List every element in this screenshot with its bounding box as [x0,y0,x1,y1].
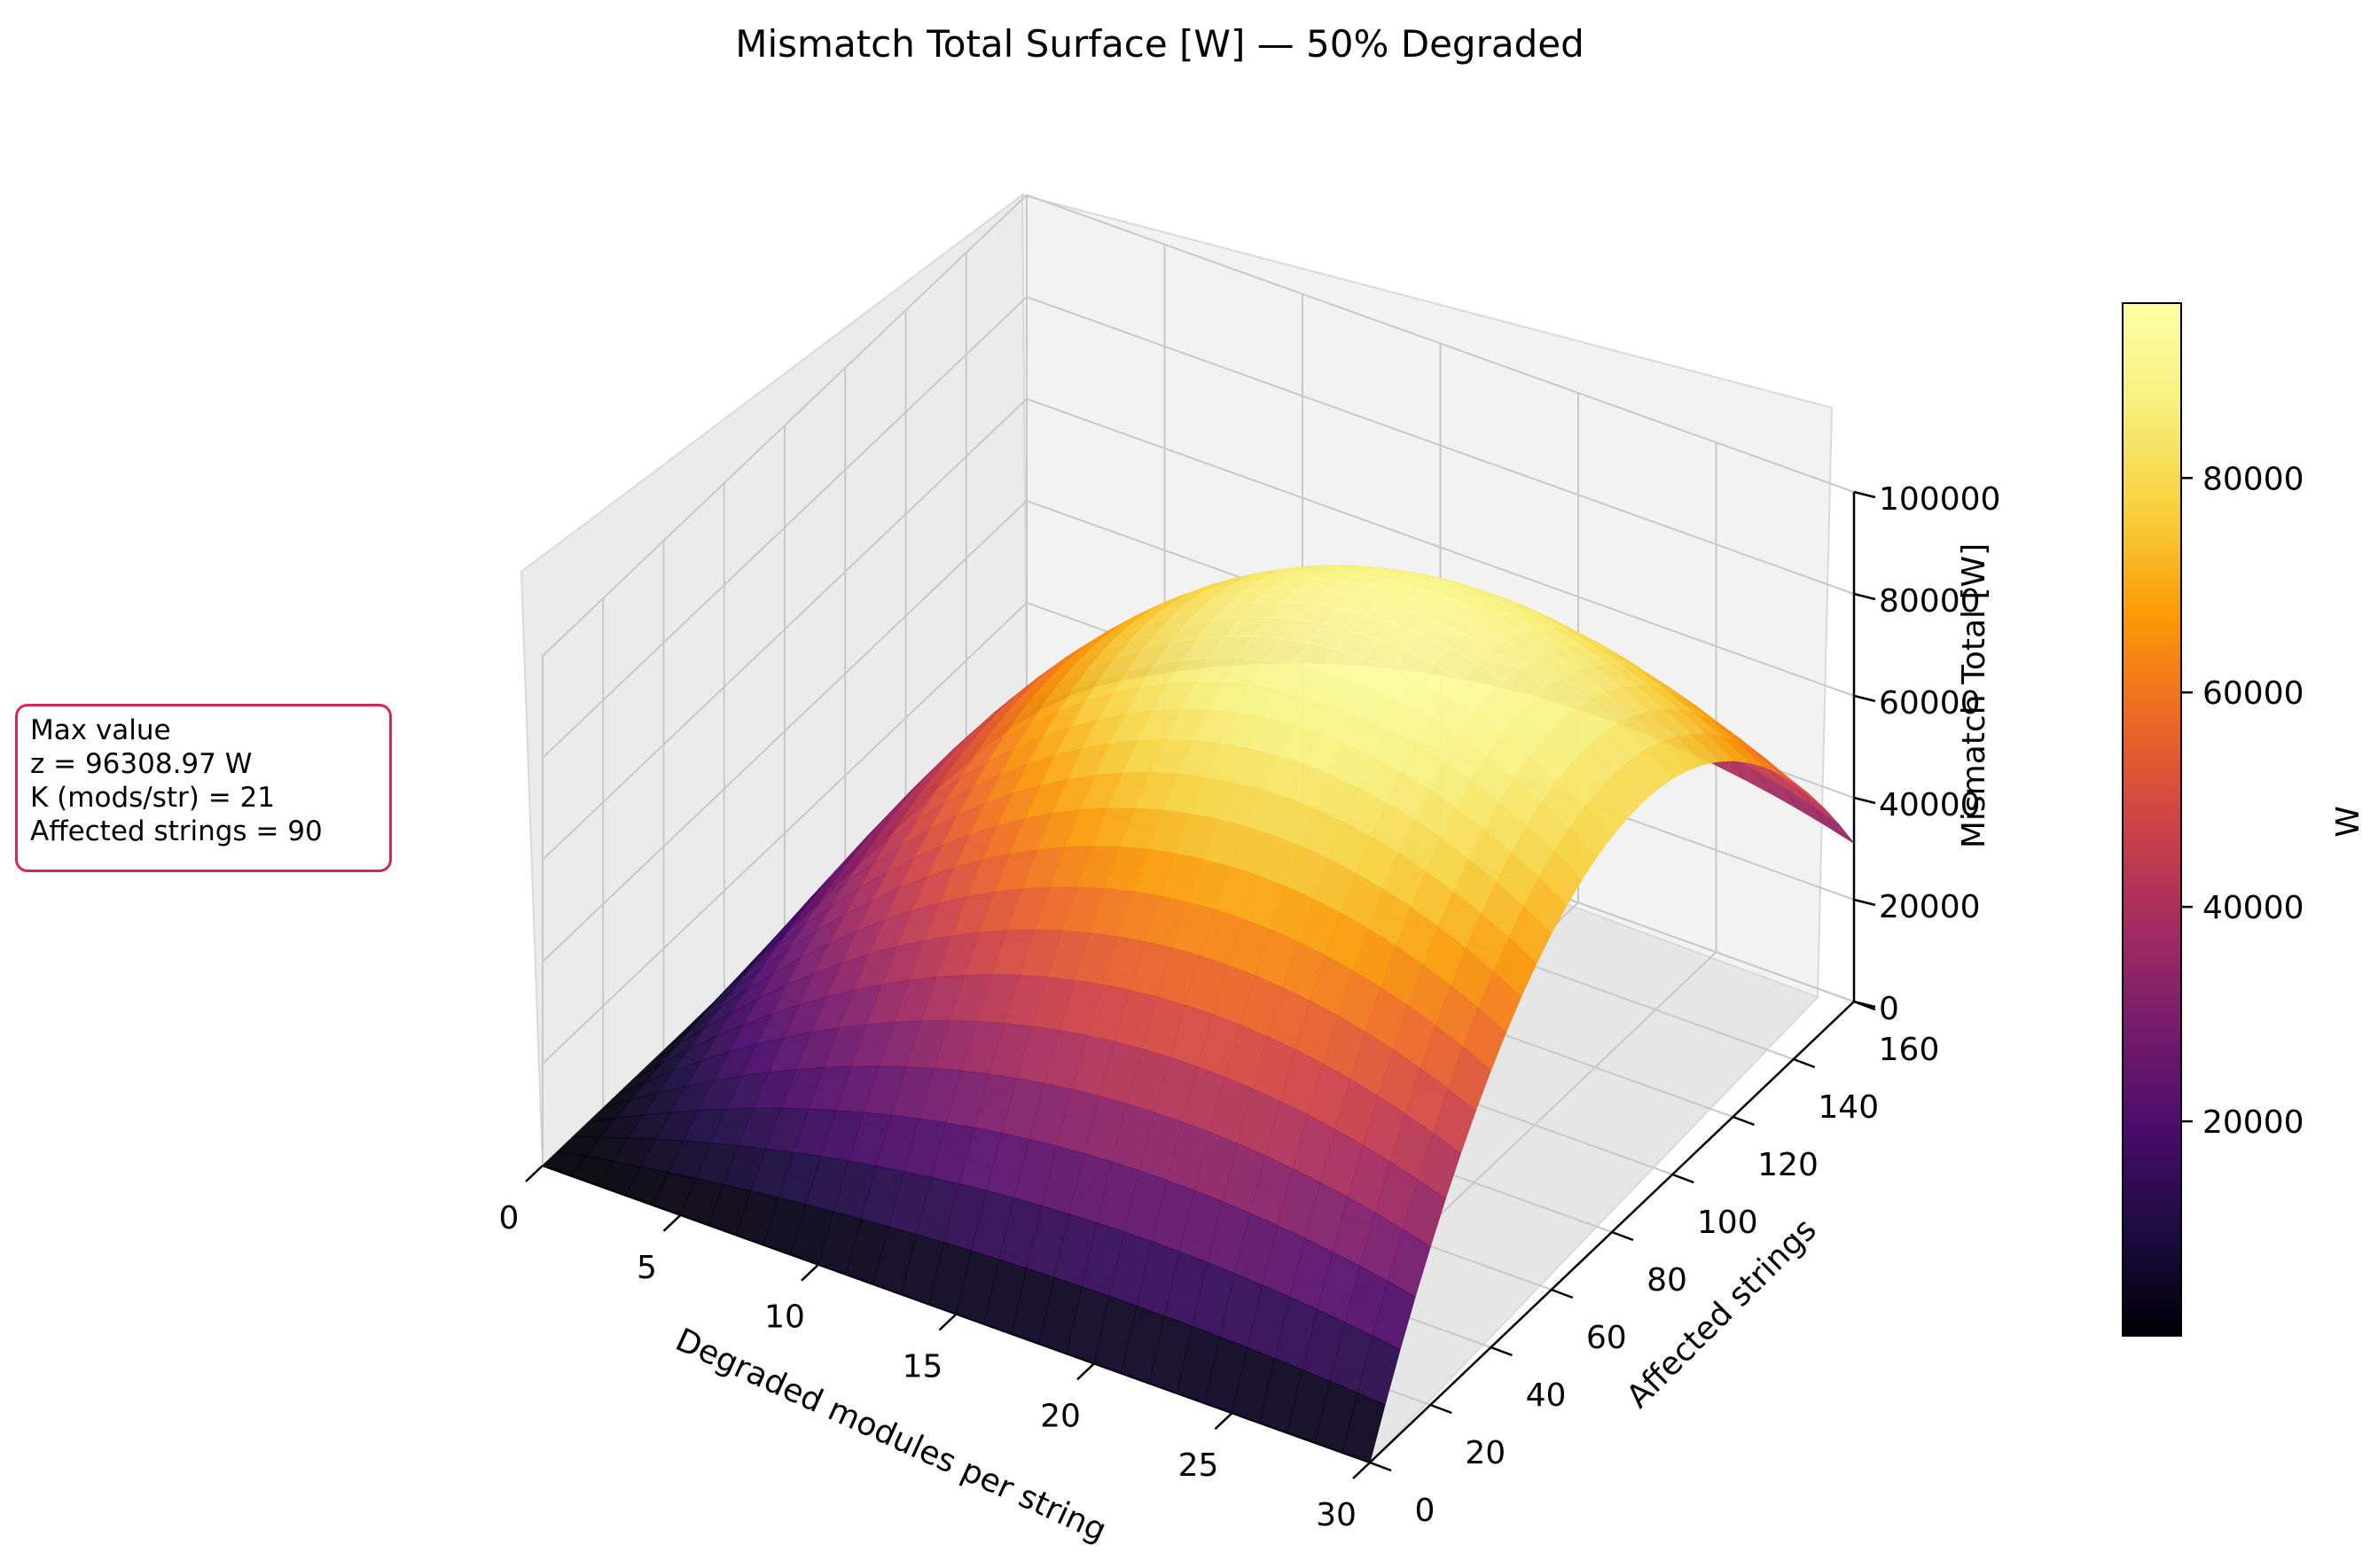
y-tick-label: 20 [1465,1435,1506,1471]
y-tick-mark [1671,1173,1694,1184]
colorbar-label: W [2330,806,2366,838]
grid-line-z-back [1026,398,1855,697]
y-tick-mark [1793,1057,1816,1069]
grid-line-z-left [542,194,1028,657]
surface-facet [1342,1392,1386,1463]
colorbar-tick-label: 40000 [2202,890,2304,926]
z-tick-label: 0 [1879,991,1899,1027]
colorbar-ticks: 20000 40000 60000 80000 [2181,461,2304,1141]
surface-mesh [542,565,1855,1463]
x-tick-label: 30 [1316,1497,1357,1533]
z-tick-mark [1853,1000,1876,1009]
x-tick-label: 5 [637,1250,657,1286]
y-tick-label: 80 [1647,1262,1687,1299]
z-tick-mark [1853,898,1876,907]
z-tick-label: 60000 [1879,685,1981,722]
z-tick-label: 80000 [1879,583,1981,620]
y-tick-label: 0 [1415,1493,1435,1529]
grid-line-z-left [542,500,1028,963]
x-tick-mark [1076,1362,1095,1381]
grid-line-z-back [1026,296,1855,595]
y-tick-label: 140 [1818,1089,1879,1126]
colorbar [2122,302,2182,1337]
grid-line-z-left [542,296,1028,759]
x-tick-label: 0 [499,1200,520,1236]
x-tick-label: 20 [1040,1398,1081,1434]
z-tick-mark [1853,796,1876,805]
z-tick-label: 100000 [1879,481,2000,518]
y-tick-label: 120 [1757,1147,1819,1183]
z-tick-mark [1853,592,1876,601]
x-tick-label: 10 [764,1299,805,1336]
grid-line-z-back [1026,194,1855,493]
colorbar-tick-label: 60000 [2202,675,2304,712]
annotation-line-2: z = 96308.97 W [30,748,253,780]
max-value-annotation: Max value z = 96308.97 W K (mods/str) = … [15,704,392,872]
x-axis-label: Degraded modules per string [670,1322,1112,1549]
z-tick-label: 40000 [1879,787,1981,823]
y-tick-mark [1490,1346,1513,1357]
annotation-line-3: K (mods/str) = 21 [30,782,275,814]
x-tick-mark [801,1263,819,1282]
x-tick-label: 15 [903,1349,943,1385]
chart-title: Mismatch Total Surface [W] — 50% Degrade… [735,22,1584,66]
y-tick-mark [1429,1403,1452,1415]
y-tick-mark [1611,1230,1634,1242]
x-tick-mark [662,1213,682,1232]
grid-line-z-left [542,602,1028,1065]
colorbar-tick-label: 80000 [2202,461,2304,497]
x-tick-mark [938,1313,958,1331]
annotation-line-4: Affected strings = 90 [30,815,323,847]
y-tick-mark [1369,1461,1392,1472]
y-tick-mark [1733,1115,1755,1127]
x-tick-mark [1352,1462,1371,1479]
y-tick-mark [1551,1288,1574,1299]
z-tick-mark [1853,490,1876,499]
z-axis-label: Mismatch Total [W] [1956,543,1992,848]
colorbar-tick-label: 20000 [2202,1104,2304,1141]
x-tick-label: 25 [1178,1447,1219,1484]
z-tick-mark [1853,694,1876,703]
x-tick-mark [1214,1412,1233,1431]
annotation-line-1: Max value [30,714,171,746]
y-axis-label: Affected strings [1620,1212,1824,1416]
x-tick-mark [525,1165,544,1182]
z-tick-label: 20000 [1879,889,1981,925]
grid-line-z-left [542,398,1028,861]
y-tick-label: 160 [1879,1032,1940,1068]
y-tick-label: 100 [1697,1205,1758,1241]
y-tick-label: 40 [1526,1377,1567,1414]
y-tick-label: 60 [1586,1320,1627,1356]
